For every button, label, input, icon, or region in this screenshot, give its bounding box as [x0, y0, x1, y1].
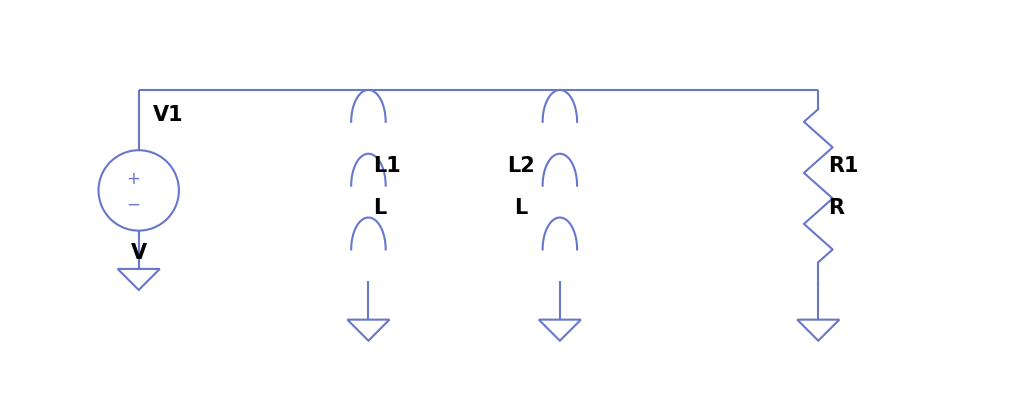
Text: L: L	[373, 197, 386, 217]
Text: L: L	[514, 197, 527, 217]
Text: +: +	[126, 170, 140, 188]
Text: V: V	[131, 243, 146, 263]
Text: V1: V1	[153, 105, 183, 125]
Text: R1: R1	[827, 155, 858, 175]
Text: −: −	[126, 195, 140, 213]
Text: R: R	[827, 197, 844, 217]
Text: L2: L2	[507, 155, 535, 175]
Text: L1: L1	[373, 155, 401, 175]
